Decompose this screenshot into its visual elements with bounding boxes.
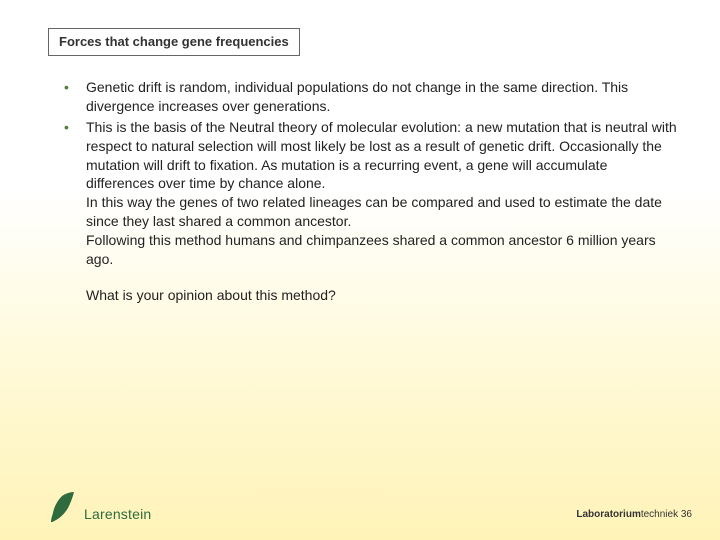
paragraph: In this way the genes of two related lin… bbox=[86, 193, 678, 231]
paragraph: Genetic drift is random, individual popu… bbox=[86, 78, 678, 116]
logo-text: Larenstein bbox=[84, 506, 151, 524]
leaf-icon bbox=[48, 490, 78, 524]
list-item: This is the basis of the Neutral theory … bbox=[58, 118, 678, 269]
paragraph: Following this method humans and chimpan… bbox=[86, 231, 678, 269]
footer-rest: techniek bbox=[641, 509, 678, 520]
footer-bold: Laboratorium bbox=[576, 509, 640, 520]
footer: Larenstein Laboratoriumtechniek 36 bbox=[48, 490, 692, 524]
page-number: 36 bbox=[681, 509, 692, 520]
question-text: What is your opinion about this method? bbox=[58, 287, 678, 303]
slide-title: Forces that change gene frequencies bbox=[59, 34, 289, 49]
content-area: Genetic drift is random, individual popu… bbox=[58, 78, 678, 303]
paragraph: This is the basis of the Neutral theory … bbox=[86, 118, 678, 194]
page-label: Laboratoriumtechniek 36 bbox=[576, 509, 692, 524]
list-item: Genetic drift is random, individual popu… bbox=[58, 78, 678, 116]
logo: Larenstein bbox=[48, 490, 151, 524]
title-box: Forces that change gene frequencies bbox=[48, 28, 300, 56]
bullet-list: Genetic drift is random, individual popu… bbox=[58, 78, 678, 269]
